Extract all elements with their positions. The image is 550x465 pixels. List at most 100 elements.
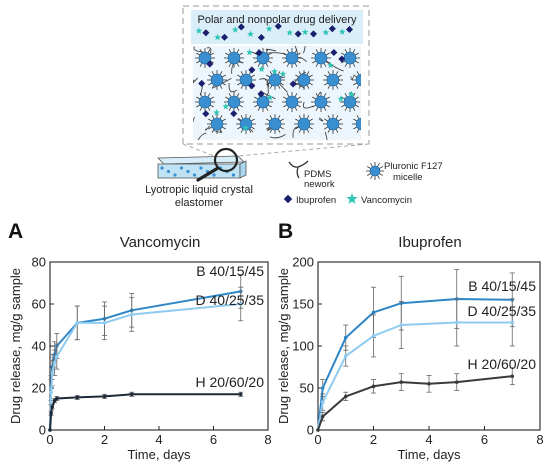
micelle-icon bbox=[282, 92, 302, 112]
vancomycin-marker bbox=[271, 68, 278, 75]
series-label-b-2: D 40/25/35 bbox=[468, 303, 537, 319]
micelle-icon bbox=[294, 114, 314, 134]
micelle-icon bbox=[323, 114, 343, 134]
elastomer-dot bbox=[160, 166, 164, 170]
data-point bbox=[454, 320, 459, 325]
elastomer-dot bbox=[179, 166, 184, 170]
elastomer-dot bbox=[231, 173, 236, 177]
pdms-chain bbox=[193, 77, 198, 84]
x-tick-label-a: 4 bbox=[155, 432, 162, 447]
data-point bbox=[75, 395, 80, 400]
vancomycin-marker bbox=[337, 95, 345, 102]
vancomycin-marker bbox=[242, 124, 249, 131]
micelle-icon bbox=[340, 48, 360, 68]
ibuprofen-marker bbox=[294, 30, 302, 38]
data-point bbox=[238, 302, 243, 306]
legend-pluronic-line2: micelle bbox=[393, 172, 423, 183]
series-label-a-1: B 40/15/45 bbox=[196, 263, 264, 279]
micelle-icon bbox=[207, 70, 227, 90]
data-point bbox=[52, 361, 57, 365]
ibuprofen-marker bbox=[248, 82, 256, 90]
ibuprofen-marker bbox=[206, 60, 214, 68]
micelle-icon bbox=[282, 48, 302, 68]
schematic-frame bbox=[182, 5, 370, 145]
series-line bbox=[317, 375, 513, 431]
schematic-illustration: Polar and nonpolar drug delivery Lyotrop… bbox=[145, 5, 443, 209]
elastomer-dot bbox=[173, 173, 177, 177]
micelle-icon bbox=[323, 70, 343, 90]
ibuprofen-marker bbox=[345, 25, 354, 33]
y-tick-label-b: 0 bbox=[307, 423, 314, 438]
vancomycin-marker bbox=[301, 28, 309, 36]
banner-drug-markers bbox=[195, 22, 354, 42]
x-tick-label-b: 0 bbox=[314, 432, 321, 447]
schematic-legend: PDMS nework Pluronic F127 micelle Ibupro… bbox=[283, 160, 443, 206]
elastomer-dot bbox=[212, 173, 216, 177]
data-point bbox=[55, 354, 59, 359]
vancomycin-marker bbox=[246, 48, 253, 56]
data-point bbox=[49, 390, 53, 395]
pdms-chain bbox=[266, 81, 269, 94]
zoom-line-right bbox=[237, 143, 370, 157]
data-point bbox=[316, 428, 320, 432]
legend-ibuprofen: Ibuprofen bbox=[296, 195, 336, 206]
data-point bbox=[343, 335, 348, 340]
pdms-chain bbox=[228, 82, 237, 93]
pdms-chain bbox=[213, 130, 222, 133]
pdms-chain bbox=[193, 116, 195, 123]
ibuprofen-marker bbox=[338, 55, 346, 63]
micelle-icon bbox=[366, 162, 384, 180]
series-label-a-2: D 40/25/35 bbox=[196, 292, 265, 308]
legend-vancomycin: Vancomycin bbox=[361, 195, 412, 206]
panel-letter-b: B bbox=[278, 220, 293, 243]
x-tick-label-a: 2 bbox=[101, 432, 108, 447]
series-label-a-3: H 20/60/20 bbox=[196, 374, 265, 390]
y-axis-label-b: Drug release, mg/g sample bbox=[276, 268, 291, 424]
pdms-network-icon bbox=[288, 160, 309, 179]
data-point bbox=[371, 384, 376, 389]
micelle-icon bbox=[340, 92, 360, 112]
data-point bbox=[50, 371, 54, 376]
data-point bbox=[510, 320, 515, 325]
data-point bbox=[238, 392, 243, 397]
banner-title: Polar and nonpolar drug delivery bbox=[198, 14, 357, 26]
y-tick-label-b: 50 bbox=[300, 381, 314, 396]
chart-b-ibuprofen: 0 2 4 6 8 0 50 100 150 200 Time, days Drug release,… bbox=[276, 255, 544, 463]
data-point bbox=[399, 380, 404, 384]
data-point bbox=[48, 428, 52, 432]
panel-letter-a: A bbox=[8, 220, 23, 243]
micelle-icon bbox=[224, 92, 244, 112]
pdms-chain bbox=[302, 101, 314, 109]
pdms-chain bbox=[294, 46, 299, 55]
pdms-chain bbox=[265, 48, 277, 52]
vancomycin-marker bbox=[213, 109, 220, 116]
x-tick-label-a: 6 bbox=[210, 432, 217, 447]
elastomer-dot bbox=[186, 169, 190, 174]
y-tick-label-b: 150 bbox=[292, 297, 314, 312]
ibuprofen-marker bbox=[198, 79, 206, 87]
data-point bbox=[102, 321, 107, 325]
micelle-icon bbox=[195, 92, 215, 112]
x-tick-label-b: 8 bbox=[536, 432, 543, 447]
data-point bbox=[129, 392, 134, 397]
data-point bbox=[102, 394, 107, 399]
vancomycin-icon bbox=[346, 193, 358, 204]
micelle-icon bbox=[294, 70, 314, 90]
ibuprofen-marker bbox=[330, 48, 338, 57]
y-tick-label-a: 60 bbox=[32, 297, 46, 312]
y-axis-label-a: Drug release, mg/g sample bbox=[8, 268, 23, 424]
ibuprofen-marker bbox=[230, 110, 238, 118]
elastomer-dot bbox=[166, 169, 171, 174]
pdms-chain bbox=[324, 131, 328, 140]
vancomycin-marker bbox=[279, 70, 287, 77]
micelle-icon bbox=[207, 114, 227, 134]
vancomycin-marker bbox=[214, 33, 221, 41]
y-tick-label-a: 20 bbox=[32, 381, 46, 396]
magnifier-icon bbox=[196, 147, 239, 182]
data-point bbox=[371, 310, 376, 315]
elastomer-dot bbox=[199, 166, 203, 170]
pdms-chain bbox=[318, 117, 324, 122]
data-point bbox=[55, 396, 59, 401]
